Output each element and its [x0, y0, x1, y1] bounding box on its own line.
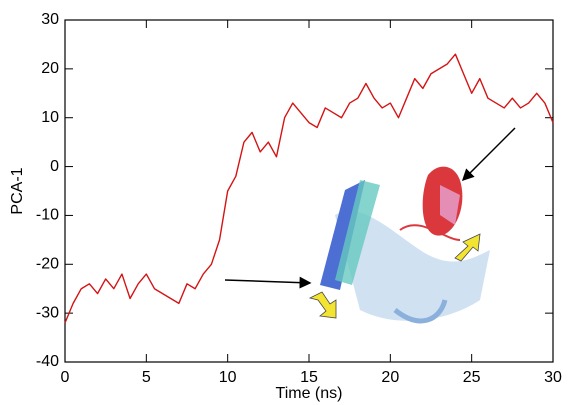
protein-inset [308, 166, 490, 324]
x-axis-label: Time (ns) [276, 385, 343, 402]
y-axis-label: PCA-1 [9, 167, 26, 214]
x-tick-label: 20 [381, 369, 399, 386]
plot-frame [64, 19, 554, 363]
y-tick-label: -40 [36, 353, 59, 370]
y-tick-label: 10 [41, 109, 59, 126]
data-line [64, 53, 554, 324]
pointer-arrow [461, 127, 516, 182]
x-tick-label: 0 [61, 369, 70, 386]
x-tick-label: 15 [300, 369, 318, 386]
y-tick-label: 0 [50, 158, 59, 175]
y-tick-label: 20 [41, 60, 59, 77]
x-tick-label: 25 [463, 369, 481, 386]
y-tick-label: 30 [41, 11, 59, 28]
x-tick-label: 30 [544, 369, 562, 386]
x-tick-label: 10 [219, 369, 237, 386]
y-tick-label: -20 [36, 256, 59, 273]
y-tick-label: -10 [36, 207, 59, 224]
x-tick-label: 5 [142, 369, 151, 386]
pointer-arrow [224, 276, 312, 289]
y-tick-label: -30 [36, 304, 59, 321]
